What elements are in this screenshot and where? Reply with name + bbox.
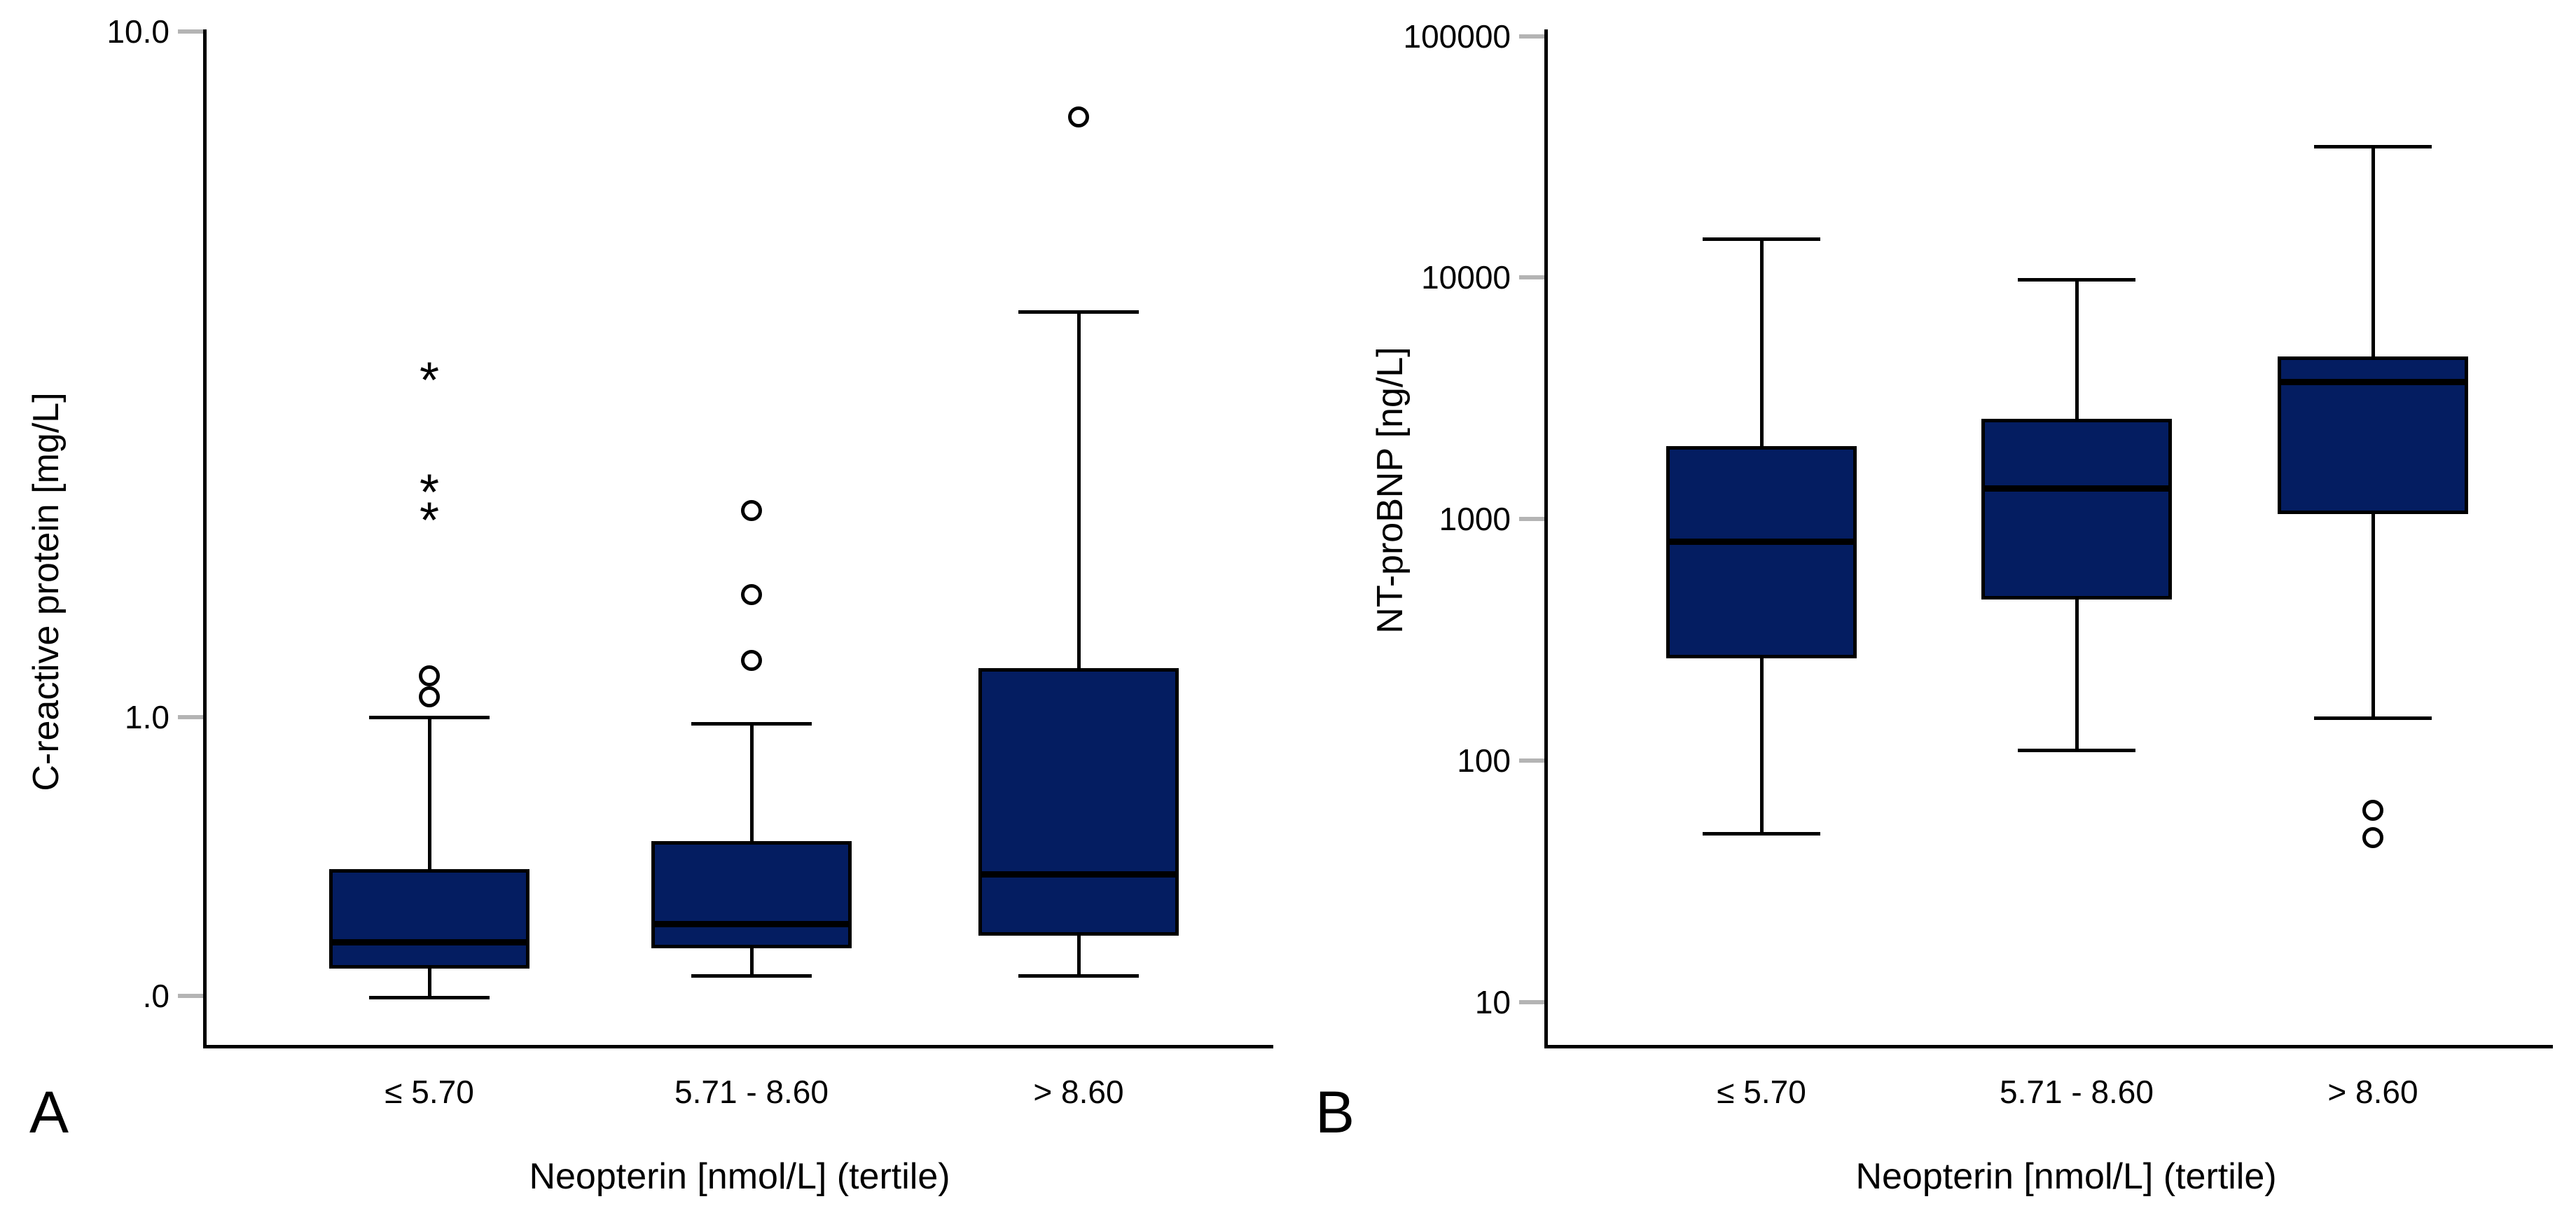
- outlier-circle-icon: [741, 649, 762, 671]
- category-label: 5.71 - 8.60: [2000, 1074, 2154, 1110]
- y-tick-label: 100000: [1403, 18, 1511, 55]
- y-tick-mark: [178, 29, 203, 34]
- whisker-cap-low: [2018, 749, 2135, 753]
- y-tick-label: 10000: [1421, 259, 1511, 296]
- outlier-circle-icon: [741, 583, 762, 605]
- box: [1981, 418, 2172, 599]
- median-line: [1666, 538, 1857, 545]
- extreme-asterisk-icon: *: [419, 492, 440, 549]
- outlier-circle-icon: [419, 665, 440, 686]
- y-tick-mark: [1519, 275, 1544, 280]
- y-tick-label: 1000: [1439, 501, 1511, 537]
- whisker-cap-high: [691, 721, 812, 726]
- outlier-circle-icon: [1068, 106, 1089, 128]
- y-tick-label: 100: [1457, 742, 1511, 779]
- median-line: [329, 939, 529, 946]
- category-label: 5.71 - 8.60: [674, 1074, 829, 1110]
- y-tick-mark: [1519, 999, 1544, 1004]
- outlier-circle-icon: [2362, 800, 2383, 822]
- y-axis-title-ntprobnp: NT-proBNP [ng/L]: [1370, 347, 1411, 634]
- median-line: [978, 871, 1179, 878]
- median-line: [2278, 379, 2468, 386]
- whisker-cap-low: [2314, 716, 2432, 721]
- category-label: > 8.60: [1033, 1074, 1124, 1110]
- y-tick-label: .0: [142, 978, 169, 1015]
- category-label: > 8.60: [2327, 1074, 2418, 1110]
- whisker-line: [428, 717, 431, 998]
- y-tick-mark: [178, 994, 203, 999]
- y-tick-label: 1.0: [125, 699, 169, 735]
- median-line: [1981, 485, 2172, 492]
- category-label: ≤ 5.70: [1717, 1074, 1806, 1110]
- extreme-asterisk-icon: *: [419, 352, 440, 409]
- x-axis-title-neopterin-b: Neopterin [nmol/L] (tertile): [1855, 1156, 2277, 1197]
- box: [329, 869, 529, 969]
- whisker-cap-low: [369, 996, 490, 1000]
- whisker-cap-low: [691, 973, 812, 978]
- panel-letter-b: B: [1315, 1079, 1355, 1145]
- outlier-circle-icon: [419, 686, 440, 708]
- y-tick-label: 10: [1474, 983, 1511, 1020]
- extreme-asterisk-icon: *: [419, 464, 440, 521]
- panel-letter-a: A: [29, 1079, 69, 1145]
- y-axis-line: [203, 29, 207, 1046]
- whisker-cap-high: [2018, 278, 2135, 282]
- category-label: ≤ 5.70: [385, 1074, 474, 1110]
- y-tick-mark: [1519, 517, 1544, 521]
- y-tick-mark: [1519, 758, 1544, 763]
- y-tick-label: 10.0: [106, 13, 169, 50]
- whisker-cap-high: [1703, 237, 1820, 241]
- box: [651, 840, 852, 949]
- whisker-cap-low: [1018, 973, 1139, 978]
- whisker-cap-high: [369, 716, 490, 719]
- x-axis-title-neopterin-a: Neopterin [nmol/L] (tertile): [529, 1156, 950, 1197]
- y-tick-mark: [1519, 34, 1544, 39]
- whisker-line: [1077, 312, 1081, 976]
- whisker-cap-low: [1703, 831, 1820, 836]
- box: [1666, 446, 1857, 658]
- outlier-circle-icon: [2362, 826, 2383, 848]
- y-tick-mark: [178, 715, 203, 719]
- x-axis-line: [1544, 1045, 2553, 1048]
- whisker-cap-high: [1018, 310, 1139, 314]
- box: [978, 667, 1179, 936]
- y-axis-line: [1544, 29, 1548, 1046]
- median-line: [651, 920, 852, 927]
- whisker-cap-high: [2314, 144, 2432, 148]
- outlier-circle-icon: [741, 500, 762, 522]
- x-axis-line: [203, 1045, 1273, 1048]
